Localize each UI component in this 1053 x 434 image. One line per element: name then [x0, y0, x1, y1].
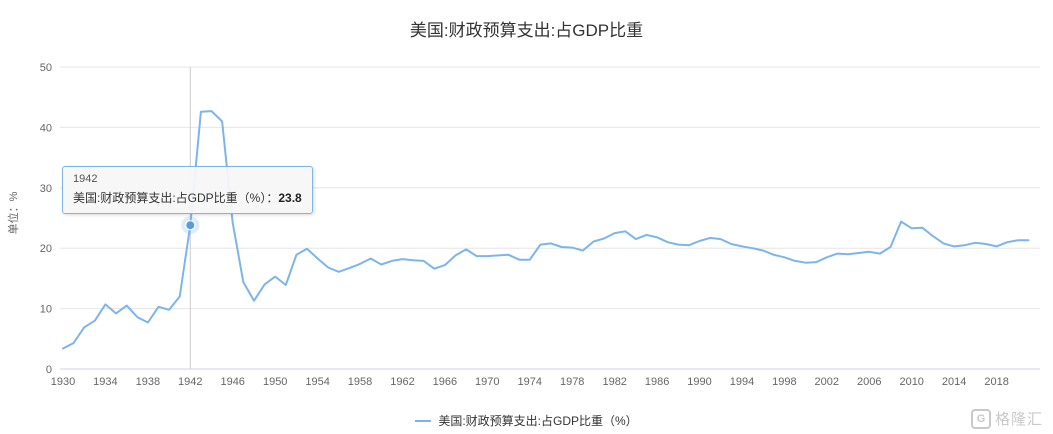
x-tick-label: 2002 — [815, 376, 839, 388]
x-tick-label: 1998 — [772, 376, 796, 388]
x-tick-label: 1962 — [390, 376, 414, 388]
x-tick-label: 1954 — [305, 376, 329, 388]
x-tick-label: 2014 — [942, 376, 966, 388]
x-tick-label: 1958 — [348, 376, 372, 388]
y-tick-label: 20 — [40, 243, 52, 255]
x-tick-label: 1974 — [518, 376, 542, 388]
tooltip-label: 美国:财政预算支出:占GDP比重（%）： — [73, 191, 279, 205]
x-tick-label: 1946 — [220, 376, 244, 388]
y-tick-label: 10 — [40, 304, 52, 316]
tooltip: 1942 美国:财政预算支出:占GDP比重（%）：23.8 — [62, 166, 313, 214]
gelonghui-logo-icon: G — [970, 408, 991, 429]
x-tick-label: 2018 — [984, 376, 1008, 388]
x-tick-label: 1970 — [475, 376, 499, 388]
x-tick-label: 1938 — [136, 376, 160, 388]
tooltip-value: 23.8 — [278, 191, 302, 205]
tooltip-row: 美国:财政预算支出:占GDP比重（%）：23.8 — [73, 189, 302, 206]
x-tick-label: 1950 — [263, 376, 287, 388]
y-tick-label: 0 — [46, 364, 52, 376]
x-tick-label: 1982 — [602, 376, 626, 388]
chart-title: 美国:财政预算支出:占GDP比重 — [409, 21, 644, 40]
x-tick-label: 1986 — [645, 376, 669, 388]
x-tick-label: 1942 — [178, 376, 202, 388]
tooltip-year: 1942 — [73, 173, 98, 185]
gelonghui-watermark: G 格隆汇 — [970, 408, 1043, 429]
x-tick-label: 1930 — [51, 376, 75, 388]
watermark-text: 格隆汇 — [994, 411, 1043, 428]
series-line[interactable] — [62, 110, 1030, 350]
x-tick-label: 2006 — [857, 376, 881, 388]
x-tick-label: 2010 — [899, 376, 923, 388]
legend-label: 美国:财政预算支出:占GDP比重（%） — [438, 414, 638, 428]
x-tick-label: 1934 — [93, 376, 117, 388]
x-tick-label: 1994 — [730, 376, 754, 388]
legend-line-icon — [415, 419, 432, 422]
y-tick-label: 50 — [40, 62, 52, 74]
legend-item[interactable]: 美国:财政预算支出:占GDP比重（%） — [0, 412, 1053, 429]
x-tick-label: 1966 — [433, 376, 457, 388]
highlight-marker[interactable] — [185, 220, 196, 231]
x-tick-label: 1978 — [560, 376, 584, 388]
y-tick-label: 30 — [40, 183, 52, 195]
x-tick-label: 1990 — [687, 376, 711, 388]
y-tick-label: 40 — [40, 122, 52, 134]
